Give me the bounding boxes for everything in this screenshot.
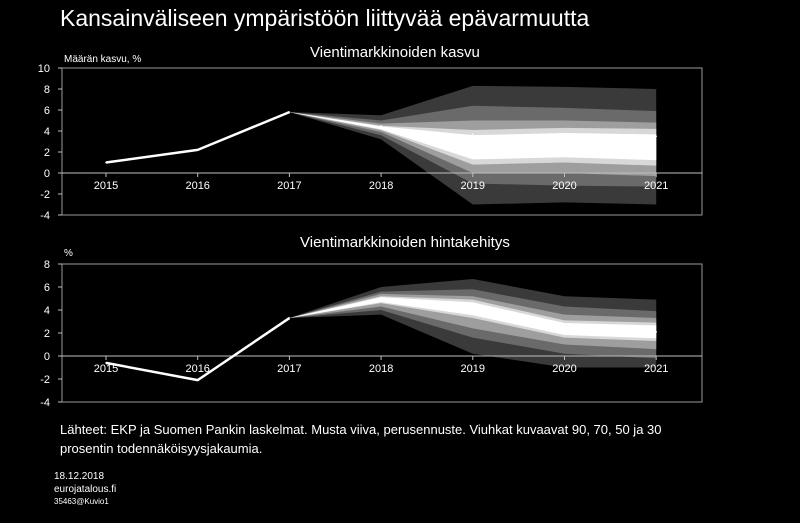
data-point — [288, 317, 291, 319]
footer-code: 35463@Kuvio1 — [54, 497, 109, 506]
y-tick-label: 0 — [44, 168, 50, 180]
y-tick-label: -4 — [40, 397, 50, 409]
data-point — [655, 331, 657, 333]
fan-core — [289, 297, 657, 339]
footer-date: 18.12.2018 — [54, 471, 105, 482]
x-tick-label: 2018 — [369, 363, 393, 375]
x-tick-label: 2017 — [277, 363, 301, 375]
chart2-ylabel: % — [64, 248, 73, 259]
chart2-title: Vientimarkkinoiden hintakehitys — [300, 234, 510, 251]
chart1-ylabel: Määrän kasvu, % — [64, 54, 142, 65]
data-point — [472, 133, 474, 135]
x-tick-label: 2020 — [552, 363, 576, 375]
data-point — [563, 134, 566, 136]
data-point — [380, 297, 382, 300]
y-tick-label: 8 — [44, 84, 50, 96]
data-point — [563, 329, 566, 332]
x-tick-label: 2017 — [277, 180, 301, 192]
source-note: Lähteet: EKP ja Suomen Pankin laskelmat.… — [60, 422, 662, 456]
chart1-title: Vientimarkkinoiden kasvu — [310, 44, 480, 61]
page-title: Kansainväliseen ympäristöön liittyvää ep… — [60, 5, 590, 31]
y-tick-label: 2 — [44, 147, 50, 159]
x-tick-label: 2019 — [461, 180, 485, 192]
y-tick-label: 8 — [44, 259, 50, 271]
data-point — [105, 362, 107, 364]
y-tick-label: 0 — [44, 351, 50, 363]
data-point — [655, 135, 657, 138]
y-tick-label: 10 — [38, 63, 50, 75]
data-point — [105, 161, 107, 164]
x-tick-label: 2016 — [185, 363, 209, 375]
data-point — [380, 124, 382, 127]
y-tick-label: -2 — [40, 189, 50, 201]
x-tick-label: 2021 — [644, 180, 668, 192]
data-point — [196, 379, 199, 381]
y-tick-label: 6 — [44, 105, 50, 117]
y-tick-label: 4 — [44, 305, 50, 317]
y-tick-label: 4 — [44, 126, 50, 138]
y-tick-label: -2 — [40, 374, 50, 386]
x-tick-label: 2018 — [369, 180, 393, 192]
x-tick-label: 2020 — [552, 180, 576, 192]
data-point — [196, 149, 199, 151]
fan-core — [289, 112, 657, 161]
data-point — [288, 111, 291, 113]
footer-site: eurojatalous.fi — [54, 484, 117, 495]
data-point — [472, 306, 474, 309]
x-tick-label: 2016 — [185, 180, 209, 192]
plot-frame — [61, 67, 703, 216]
x-tick-label: 2019 — [461, 363, 485, 375]
x-tick-label: 2021 — [644, 363, 668, 375]
y-tick-label: 6 — [44, 282, 50, 294]
y-tick-label: -4 — [40, 210, 50, 222]
x-tick-label: 2015 — [94, 180, 118, 192]
y-tick-label: 2 — [44, 328, 50, 340]
x-tick-label: 2015 — [94, 363, 118, 375]
